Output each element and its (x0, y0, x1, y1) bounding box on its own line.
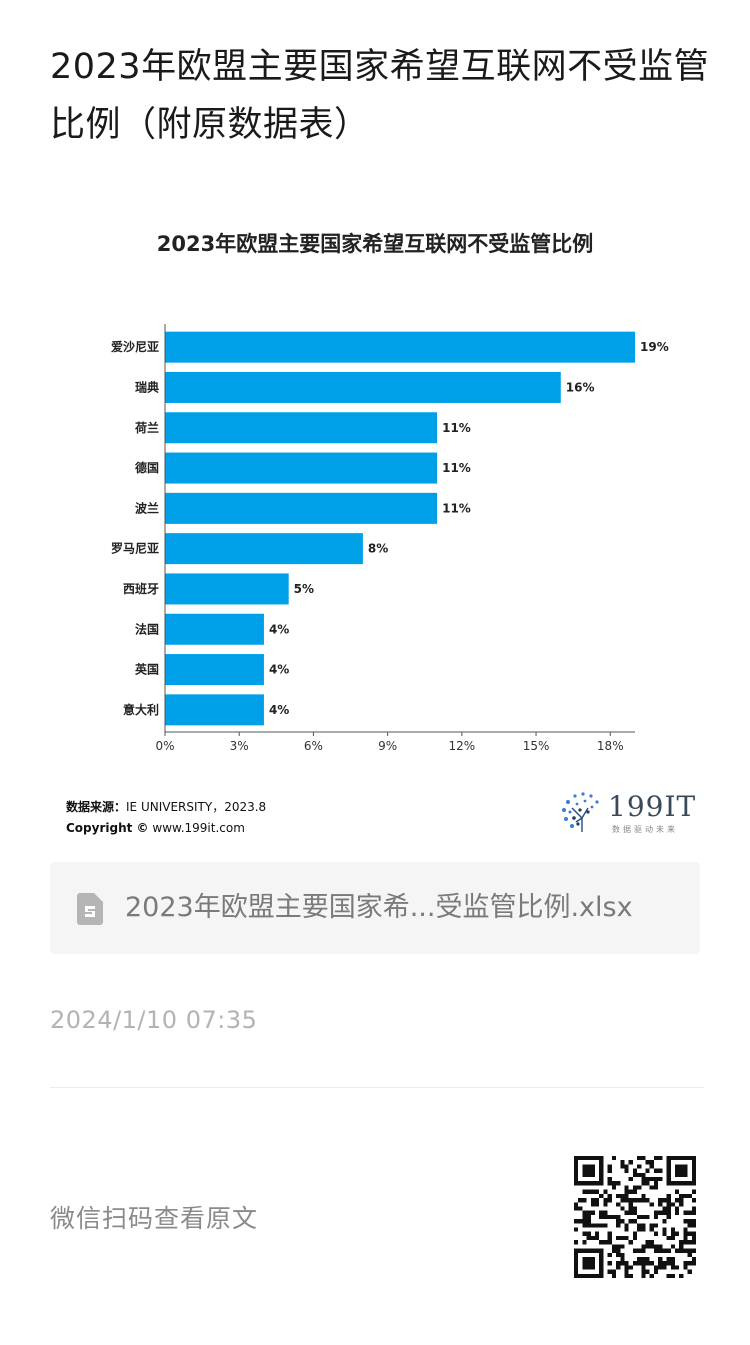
bar-chart: 2023年欧盟主要国家希望互联网不受监管比例 爱沙尼亚 19% 瑞典 16% 荷兰 11%… (111, 232, 669, 753)
x-tick-label: 0% (155, 739, 174, 753)
wechat-scan-hint: 微信扫码查看原文 (50, 1204, 259, 1233)
brand-logo: 199IT 数据驱动未来 (558, 788, 698, 838)
x-tick-label: 6% (304, 739, 323, 753)
source-label: 数据来源： (66, 800, 127, 814)
bar-4 (165, 492, 438, 524)
category-label: 德国 (135, 460, 159, 475)
chart-title: 2023年欧盟主要国家希望互联网不受监管比例 (157, 232, 593, 256)
value-label: 4% (269, 703, 289, 717)
x-tick-label: 3% (230, 739, 249, 753)
x-tick-label: 18% (597, 739, 624, 753)
dandelion-logo-icon (562, 792, 599, 832)
category-label: 法国 (135, 621, 159, 636)
copyright-value: www.199it.com (152, 821, 245, 835)
value-label: 11% (442, 461, 471, 475)
category-label: 西班牙 (123, 581, 159, 596)
bar-1 (165, 371, 561, 403)
spreadsheet-file-icon (77, 893, 103, 925)
chart-image: 2023年欧盟主要国家希望互联网不受监管比例 爱沙尼亚 19% 瑞典 16% 荷兰 11%… (50, 210, 700, 850)
category-label: 英国 (135, 662, 159, 677)
bar-8 (165, 654, 264, 686)
publish-timestamp: 2024/1/10 07:35 (50, 1006, 258, 1034)
attachment-card[interactable]: 2023年欧盟主要国家希...受监管比例.xlsx (50, 862, 700, 954)
divider (50, 1087, 704, 1088)
value-label: 19% (640, 340, 669, 354)
logo-subtitle: 数据驱动未来 (612, 825, 678, 834)
page-title: 2023年欧盟主要国家希望互联网不受监管比例（附原数据表） (50, 47, 710, 145)
attachment-file-name: 2023年欧盟主要国家希...受监管比例.xlsx (125, 892, 633, 923)
bar-6 (165, 573, 289, 605)
value-label: 4% (269, 622, 289, 636)
category-label: 瑞典 (135, 379, 159, 394)
bar-9 (165, 694, 264, 726)
bar-2 (165, 412, 438, 444)
copyright-label: Copyright © (66, 821, 149, 835)
source-info: 数据来源：IE UNIVERSITY，2023.8 Copyright © ww… (66, 797, 266, 839)
x-tick-label: 12% (449, 739, 476, 753)
value-label: 5% (294, 582, 314, 596)
value-label: 8% (368, 542, 388, 556)
category-label: 爱沙尼亚 (111, 339, 159, 354)
category-label: 罗马尼亚 (111, 541, 159, 556)
qr-code-icon[interactable] (574, 1156, 696, 1278)
value-label: 16% (566, 380, 595, 394)
category-label: 荷兰 (134, 420, 159, 435)
category-label: 意大利 (123, 702, 159, 717)
value-label: 11% (442, 421, 471, 435)
bar-3 (165, 452, 438, 484)
source-value: IE UNIVERSITY，2023.8 (126, 800, 267, 814)
x-tick-label: 9% (378, 739, 397, 753)
category-label: 波兰 (135, 500, 159, 515)
value-label: 4% (269, 663, 289, 677)
bar-7 (165, 613, 264, 645)
value-label: 11% (442, 501, 471, 515)
bar-5 (165, 533, 363, 565)
x-tick-label: 15% (523, 739, 550, 753)
bar-0 (165, 331, 635, 363)
logo-text: 199IT (608, 790, 697, 823)
